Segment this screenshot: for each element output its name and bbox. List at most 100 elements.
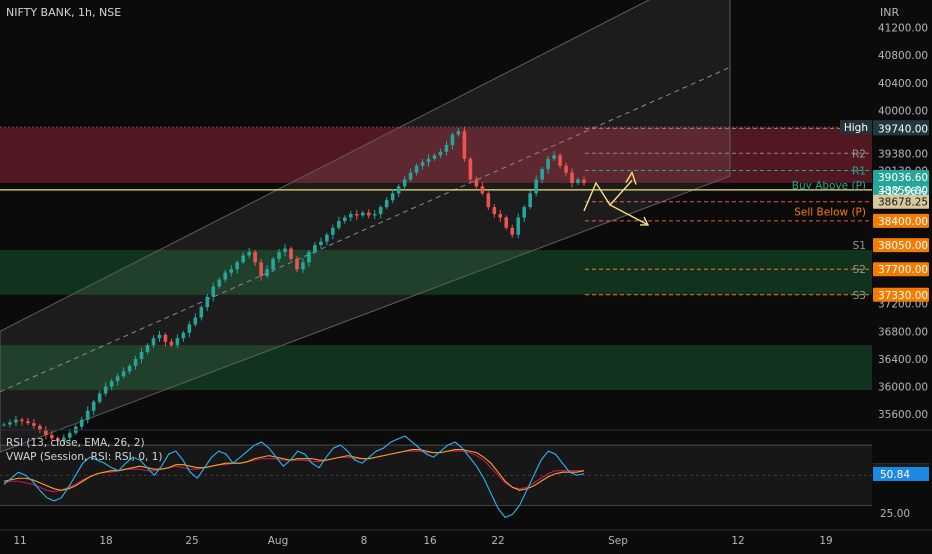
candle (253, 249, 257, 267)
candle-body (378, 207, 383, 214)
candle-body (151, 338, 156, 346)
candle-body (366, 212, 371, 216)
time-tick-label: 12 (731, 535, 744, 547)
bearish-arrow-head (640, 216, 650, 226)
candle (133, 355, 138, 370)
candle-body (187, 324, 192, 333)
candle-body (319, 241, 323, 246)
rsi-ema-line (3, 449, 585, 491)
price-tick-label: 35600.00 (878, 409, 928, 421)
candle-body (223, 272, 228, 280)
candle-body (2, 424, 6, 426)
candle (109, 378, 114, 391)
candle-body (14, 419, 18, 423)
bullish-arrow-head (625, 170, 637, 185)
candle-body (277, 251, 281, 259)
candle-body (56, 438, 60, 442)
time-tick-label: Aug (268, 535, 289, 547)
candle-body (534, 179, 538, 194)
time-tick-label: Sep (608, 535, 628, 547)
candle-body (390, 193, 395, 201)
candle-body (462, 131, 467, 159)
candle (426, 154, 431, 167)
candle (349, 210, 353, 222)
price-tick-label: 36800.00 (878, 326, 928, 338)
candle-body (127, 365, 132, 372)
candle (564, 162, 568, 177)
candle-body (44, 429, 48, 435)
candle (91, 399, 96, 416)
rsi-value-a-box (873, 466, 929, 481)
r2-price-label: 39380.00 (878, 148, 928, 160)
candle (307, 249, 311, 267)
time-tick-label: 16 (423, 535, 437, 547)
candle-body (576, 179, 580, 183)
s1-price-box (873, 238, 929, 253)
candle-body (372, 214, 377, 216)
candle-body (97, 393, 102, 402)
candle (175, 334, 180, 349)
candle (61, 434, 66, 445)
candle (343, 215, 347, 224)
candle (211, 282, 216, 302)
s3-price-label: 37330.00 (878, 290, 928, 302)
candle-body (241, 255, 245, 263)
candle (26, 417, 30, 426)
s1-top-price-box (873, 213, 929, 228)
candle (2, 422, 6, 427)
zone-support-2 (0, 345, 872, 391)
candle (121, 367, 126, 379)
candle (145, 343, 150, 355)
time-tick-label: 8 (361, 535, 368, 547)
candle-body (211, 286, 216, 297)
candle-body (20, 419, 24, 422)
candle (504, 215, 509, 230)
candle-body (498, 214, 503, 218)
candle-body (450, 134, 455, 145)
candle (265, 265, 269, 279)
candle (67, 428, 72, 443)
price-tick-label: 40800.00 (878, 50, 928, 62)
candle (456, 128, 461, 137)
candle-body (444, 144, 449, 152)
rsi-title: RSI (13, close, EMA, 26, 2) (6, 437, 145, 449)
candle (14, 415, 18, 427)
time-tick-label: 11 (13, 535, 26, 547)
sell-below-price-box (873, 194, 929, 209)
candle-body (115, 376, 120, 382)
candle-body (247, 251, 251, 256)
candle (390, 189, 395, 204)
candle-body (522, 207, 527, 218)
candle-body (420, 162, 425, 166)
candle (486, 191, 491, 210)
symbol-title: NIFTY BANK, 1h, NSE (6, 6, 121, 19)
candle (522, 205, 527, 223)
r3-price-label: 39740.00 (878, 123, 928, 135)
candle-body (325, 234, 329, 242)
candle (217, 277, 222, 289)
vwap-title: VWAP (Session, RSI: RSI, 0, 1) (6, 451, 162, 463)
candle (97, 390, 102, 404)
time-tick-label: 18 (99, 535, 112, 547)
candle (115, 373, 120, 386)
candle (8, 419, 12, 428)
candle (20, 417, 24, 426)
candle-body (486, 193, 491, 208)
candle-body (271, 258, 275, 270)
candle (534, 175, 538, 197)
candle (163, 332, 168, 347)
candle-body (157, 334, 162, 339)
candle (289, 246, 293, 261)
candle (582, 176, 586, 186)
candle-body (480, 186, 485, 194)
sell-below-price-label: 38678.25 (878, 197, 928, 209)
candle-body (540, 169, 544, 180)
candle (474, 176, 479, 191)
time-tick-label: 19 (819, 535, 832, 547)
candle-body (552, 155, 556, 159)
candle-body (85, 410, 90, 420)
candle (301, 258, 305, 273)
candle-body (468, 158, 473, 180)
candle (516, 213, 521, 239)
